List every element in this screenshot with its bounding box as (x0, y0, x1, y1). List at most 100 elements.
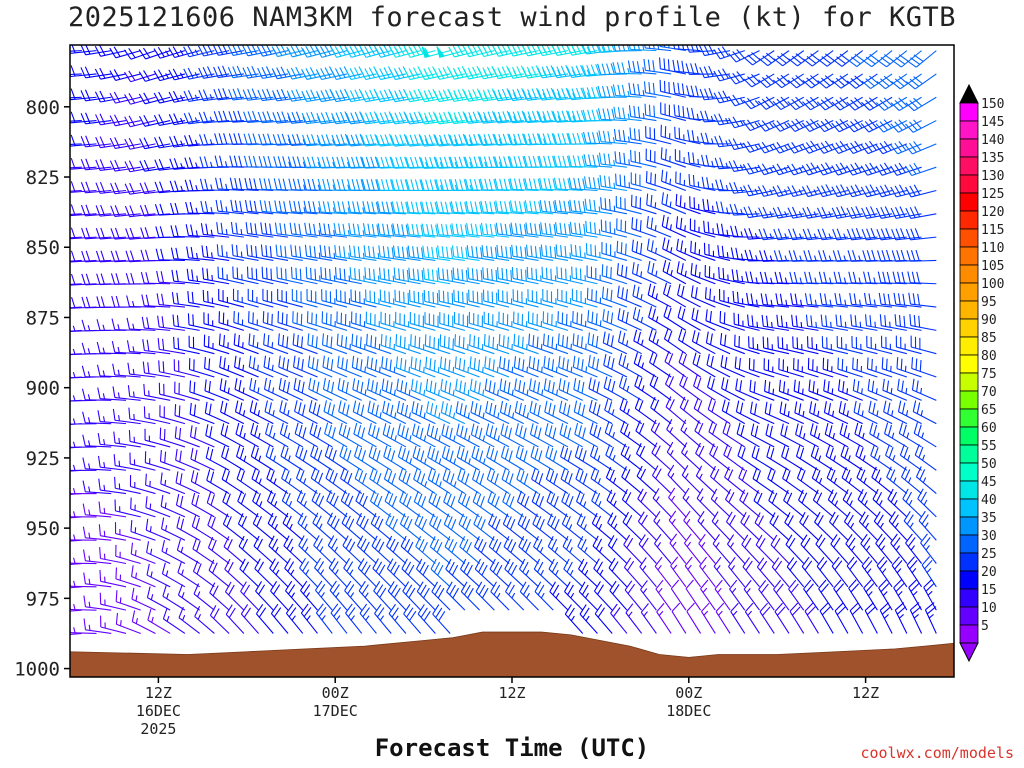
colorbar-swatch (959, 192, 979, 212)
wind-barb (437, 245, 465, 261)
wind-barb (209, 582, 230, 611)
wind-barb (600, 197, 628, 215)
wind-barb (131, 587, 156, 611)
wind-barb (562, 535, 584, 564)
wind-barb (139, 159, 171, 172)
wind-barb (472, 490, 495, 518)
wind-barb (331, 133, 362, 147)
wind-barb (402, 581, 422, 611)
wind-barb (607, 512, 628, 541)
wind-barb (391, 201, 421, 215)
wind-barb (394, 289, 421, 308)
wind-barb (353, 445, 377, 471)
wind-barb (333, 222, 362, 238)
wind-barb (456, 445, 480, 471)
wind-barb (406, 223, 436, 238)
wind-barb (243, 110, 274, 124)
wind-barb (623, 534, 643, 564)
wind-barb (352, 378, 377, 401)
wind-barb (467, 267, 495, 285)
wind-barb (410, 334, 436, 355)
wind-barb (542, 289, 569, 308)
colorbar-swatch (959, 570, 979, 590)
wind-barb (451, 223, 480, 238)
wind-barb (421, 201, 451, 215)
wind-barb (155, 226, 185, 238)
wind-barb (365, 311, 392, 331)
colorbar-label: 80 (981, 349, 997, 364)
wind-barb (583, 154, 613, 168)
wind-barb (383, 445, 407, 471)
wind-barb (429, 513, 451, 541)
wind-barb (507, 88, 539, 102)
wind-barb (588, 399, 613, 425)
colorbar-swatch (959, 408, 979, 428)
wind-barb (292, 355, 318, 378)
wind-barb (524, 178, 554, 192)
x-tick-label: 18DEC (666, 702, 711, 720)
wind-barb (307, 333, 333, 355)
wind-barb (115, 544, 141, 565)
wind-barb (529, 423, 554, 448)
colorbar-label: 15 (981, 583, 997, 598)
wind-barb (489, 558, 510, 588)
wind-barb (542, 311, 569, 331)
wind-barb (244, 177, 274, 192)
wind-barb (115, 590, 141, 611)
wind-barb (556, 266, 583, 285)
wind-barb (294, 422, 318, 448)
wind-barb (344, 580, 363, 611)
wind-barb (529, 400, 554, 425)
wind-barb (70, 189, 82, 192)
wind-barb (220, 423, 245, 448)
wind-barb (548, 558, 569, 588)
wind-barb (335, 289, 362, 308)
wind-barb (112, 408, 141, 425)
wind-barb (142, 339, 171, 355)
wind-barb (70, 88, 97, 101)
wind-barb (175, 471, 200, 495)
wind-barb (258, 133, 289, 146)
wind-barb (443, 513, 466, 541)
wind-barb (544, 400, 569, 425)
credit-link[interactable]: coolwx.com/models (860, 744, 1014, 762)
wind-barb (407, 245, 436, 261)
wind-barb (203, 312, 230, 331)
wind-barb (219, 355, 245, 378)
wind-barb (218, 311, 245, 331)
wind-barb (168, 90, 200, 103)
wind-barb (442, 468, 466, 495)
wind-barb (156, 270, 185, 285)
wind-barb (479, 178, 510, 192)
wind-barb (612, 62, 642, 75)
wind-barb (96, 364, 127, 378)
wind-barb (372, 558, 392, 588)
wind-barb (240, 581, 259, 611)
wind-barb (568, 177, 598, 192)
wind-barb (412, 445, 436, 471)
wind-barb (213, 65, 244, 79)
wind-barb (224, 558, 245, 588)
wind-barb (70, 213, 82, 216)
wind-barb (493, 88, 524, 102)
wind-barb (187, 291, 215, 308)
wind-barb (466, 223, 495, 238)
wind-barb (441, 423, 466, 448)
wind-barb (453, 289, 480, 308)
wind-barb (337, 378, 362, 401)
wind-barb (519, 581, 539, 611)
wind-barb (606, 489, 628, 518)
wind-barb (82, 480, 112, 495)
wind-barb (161, 562, 186, 588)
wind-barb (449, 133, 480, 147)
wind-barb (557, 333, 583, 355)
colorbar-label: 70 (981, 385, 997, 400)
wind-barb (472, 468, 495, 495)
wind-barb (128, 407, 156, 425)
wind-barb (435, 201, 465, 215)
wind-barb (177, 584, 200, 611)
wind-barb (229, 177, 259, 192)
wind-barb (616, 218, 642, 238)
wind-barb (342, 535, 363, 564)
wind-barb (238, 535, 259, 564)
